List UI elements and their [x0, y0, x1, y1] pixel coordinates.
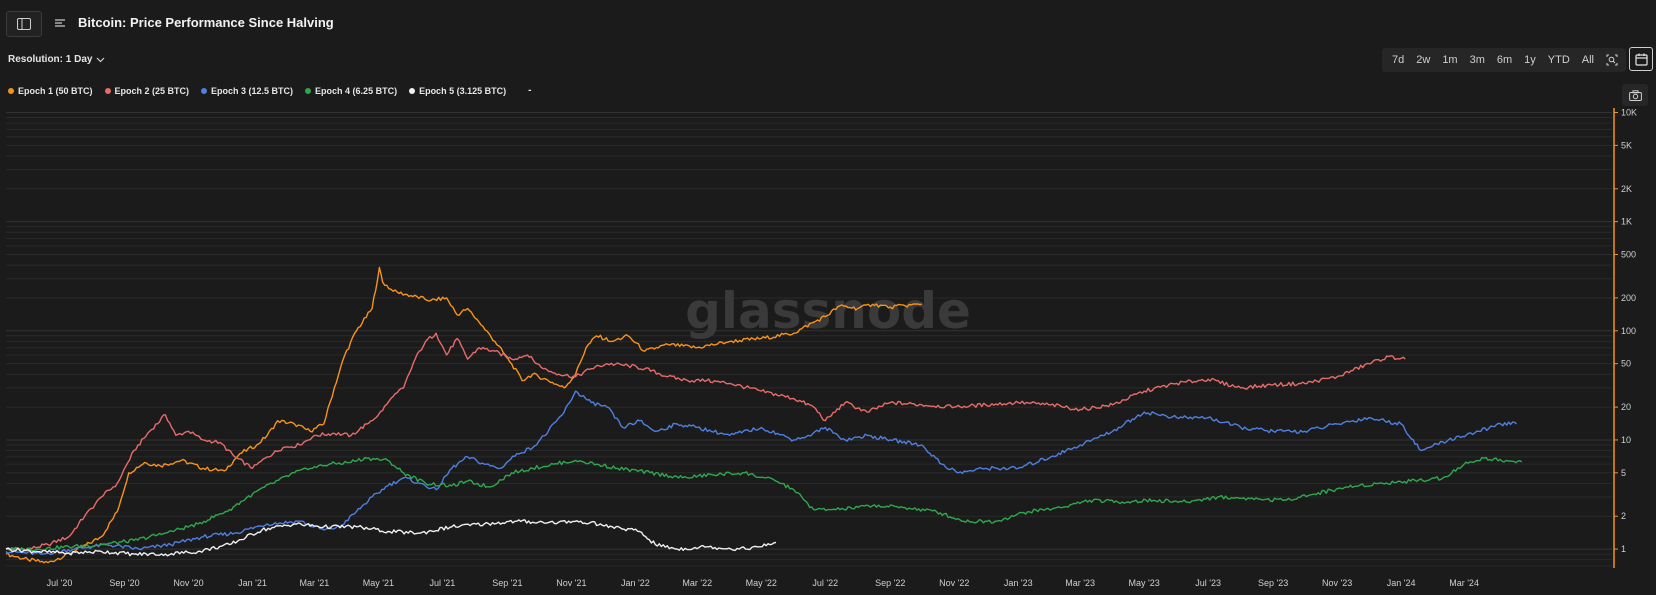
y-tick-label: 5	[1621, 468, 1626, 478]
range-button-ytd[interactable]: YTD	[1547, 54, 1570, 66]
sidebar-toggle-button[interactable]	[6, 11, 42, 37]
legend-label: Epoch 2 (25 BTC)	[114, 85, 190, 96]
x-tick-label: Sep '22	[875, 578, 905, 588]
sidebar-toggle-icon	[17, 18, 31, 30]
legend-label: Epoch 3 (12.5 BTC)	[211, 85, 294, 96]
x-tick-label: Mar '21	[300, 578, 330, 588]
legend-item-epoch-2[interactable]: Epoch 2 (25 BTC)	[104, 85, 190, 96]
legend-label: Epoch 4 (6.25 BTC)	[315, 85, 398, 96]
series-line-epoch-3[interactable]	[5, 390, 1517, 556]
x-tick-label: May '21	[363, 578, 394, 588]
y-tick-label: 20	[1621, 402, 1631, 412]
range-button-1m[interactable]: 1m	[1442, 54, 1458, 66]
watermark: glassnode	[685, 282, 971, 340]
range-button-3m[interactable]: 3m	[1469, 54, 1485, 66]
y-axis: 10K 5K 2K 1K 500 200 100 50 20 10 5 2 1	[1614, 108, 1637, 554]
x-tick-label: May '23	[1129, 578, 1160, 588]
y-tick-label: 10	[1621, 435, 1631, 445]
y-tick-label: 1	[1621, 544, 1626, 554]
x-tick-label: Nov '22	[939, 578, 969, 588]
page-title: Bitcoin: Price Performance Since Halving	[78, 15, 334, 30]
x-tick-label: Jul '22	[812, 578, 838, 588]
range-button-6m[interactable]: 6m	[1496, 54, 1513, 66]
chevron-down-icon	[97, 57, 105, 62]
legend-label: Epoch 1 (50 BTC)	[18, 85, 93, 96]
chart-legend: Epoch 1 (50 BTC) Epoch 2 (25 BTC) Epoch …	[8, 85, 531, 96]
chart-canvas[interactable]: glassnode 10K 5K 2K 1K 500 200 100 50 20 10 5 2 1 Ju…	[0, 108, 1656, 595]
x-tick-label: Sep '20	[109, 578, 139, 588]
range-button-1y[interactable]: 1y	[1524, 54, 1536, 66]
calendar-button[interactable]	[1629, 47, 1653, 71]
y-tick-label: 500	[1621, 250, 1636, 260]
calendar-icon	[1634, 53, 1648, 66]
resolution-dropdown[interactable]: Resolution: 1 Day	[8, 54, 105, 65]
legend-dot	[409, 87, 416, 94]
legend-dot	[104, 87, 111, 94]
x-tick-label: May '22	[746, 578, 777, 588]
series-line-epoch-2[interactable]	[5, 332, 1406, 552]
series-line-epoch-1[interactable]	[5, 266, 922, 564]
x-tick-label: Sep '21	[492, 578, 522, 588]
y-tick-label: 50	[1621, 359, 1631, 369]
legend-item-epoch-5[interactable]: Epoch 5 (3.125 BTC)	[409, 86, 506, 96]
y-tick-label: 10K	[1621, 108, 1637, 118]
x-tick-label: Nov '20	[173, 578, 203, 588]
camera-icon	[1628, 89, 1642, 101]
x-tick-label: Mar '24	[1449, 578, 1479, 588]
y-tick-label: 1K	[1621, 217, 1632, 227]
x-tick-label: Jan '22	[621, 578, 650, 588]
x-tick-label: Jan '21	[238, 578, 267, 588]
filter-icon[interactable]	[54, 17, 66, 29]
x-axis: Jul '20 Sep '20 Nov '20 Jan '21 Mar '21 May '…	[47, 578, 1479, 588]
x-tick-label: Jan '24	[1387, 578, 1416, 588]
y-tick-label: 100	[1621, 326, 1636, 336]
zoom-icon[interactable]	[1606, 54, 1618, 66]
x-tick-label: Mar '23	[1065, 578, 1095, 588]
top-bar: Bitcoin: Price Performance Since Halving	[0, 0, 1656, 46]
chart-series	[5, 266, 1523, 564]
range-button-7d[interactable]: 7d	[1392, 54, 1405, 66]
x-tick-label: Jul '20	[47, 578, 73, 588]
y-tick-label: 2	[1621, 511, 1626, 521]
legend-item-epoch-4[interactable]: Epoch 4 (6.25 BTC)	[305, 86, 397, 96]
screenshot-button[interactable]	[1622, 84, 1648, 106]
series-line-epoch-4[interactable]	[5, 456, 1523, 552]
x-tick-label: Nov '23	[1322, 578, 1352, 588]
y-tick-label: 200	[1621, 293, 1636, 303]
series-line-epoch-5[interactable]	[5, 519, 777, 557]
x-tick-label: Jul '21	[430, 578, 456, 588]
legend-more[interactable]: -	[528, 85, 532, 96]
legend-dot	[8, 87, 14, 94]
x-tick-label: Jul '23	[1195, 578, 1221, 588]
y-tick-label: 2K	[1621, 184, 1632, 194]
legend-label: Epoch 5 (3.125 BTC)	[419, 85, 507, 96]
x-tick-label: Mar '22	[682, 578, 712, 588]
range-button-all[interactable]: All	[1581, 54, 1595, 66]
legend-dot	[201, 87, 208, 94]
range-button-2w[interactable]: 2w	[1416, 54, 1431, 66]
resolution-label: Resolution: 1 Day	[8, 54, 93, 65]
x-tick-label: Nov '21	[556, 578, 586, 588]
legend-item-epoch-1[interactable]: Epoch 1 (50 BTC)	[8, 86, 93, 96]
x-tick-label: Sep '23	[1258, 578, 1288, 588]
time-range-selector: 7d 2w 1m 3m 6m 1y YTD All	[1382, 48, 1627, 72]
x-tick-label: Jan '23	[1004, 578, 1033, 588]
y-tick-label: 5K	[1621, 140, 1632, 150]
legend-item-epoch-3[interactable]: Epoch 3 (12.5 BTC)	[201, 86, 293, 96]
legend-dot	[305, 87, 312, 94]
